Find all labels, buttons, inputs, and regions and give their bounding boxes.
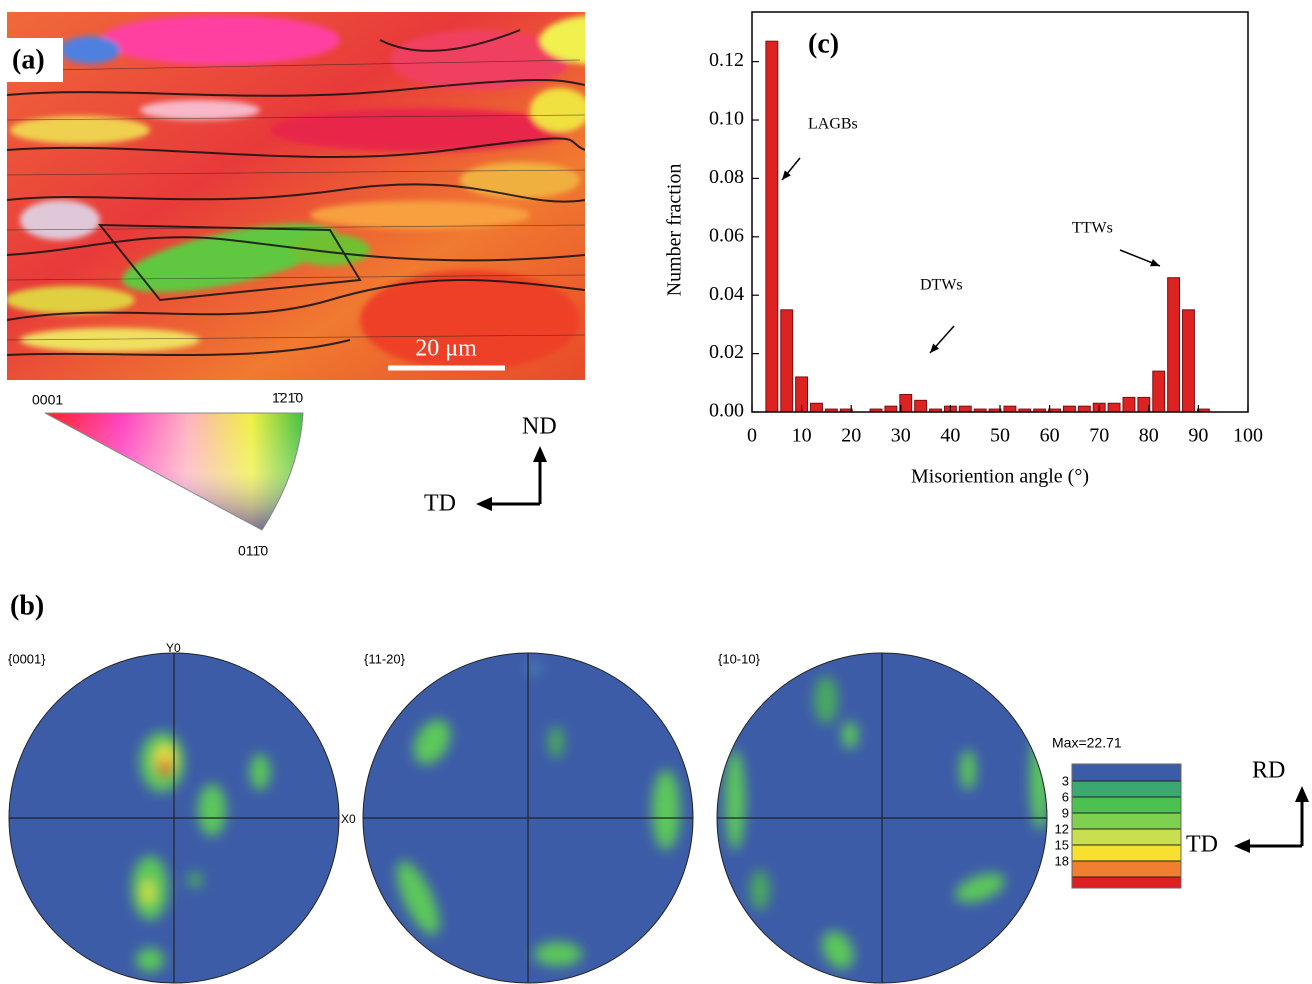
bar: [1063, 406, 1075, 412]
scale-level: 12: [1055, 821, 1069, 836]
bar: [900, 394, 912, 412]
pole-figure-title: {0001}: [8, 651, 46, 666]
annotation: TTWs: [1072, 220, 1113, 237]
axes-indicator: [476, 446, 547, 511]
scale-level: 3: [1062, 773, 1069, 788]
bar: [781, 310, 793, 412]
axis-direction: RD: [1252, 758, 1285, 784]
bar: [1108, 403, 1120, 412]
pole-figure-title: {11-20}: [364, 651, 406, 666]
pole-figure: [360, 650, 710, 984]
axis-direction: TD: [424, 491, 456, 517]
x-tick-label: 80: [1139, 425, 1159, 447]
scale-max: Max=22.71: [1052, 735, 1122, 751]
axis-label: X0: [341, 812, 356, 826]
bar: [1183, 310, 1195, 412]
scale-level: 18: [1055, 853, 1069, 868]
y-axis-title: Number fraction: [664, 164, 686, 297]
histogram: 0 10 20 30 40 50 60 70 80 90 100 0.00 0.02 0.04 0.06 0.…: [664, 12, 1263, 488]
annotation: LAGBs: [808, 116, 858, 133]
x-axis-title: Misoriention angle (°): [911, 466, 1089, 488]
bar: [915, 400, 927, 412]
x-tick-label: 60: [1040, 425, 1060, 447]
key-label: 1̄21̄0: [272, 390, 303, 406]
figure: (a) 20 μm 0001 1̄21̄0 011̄0 ND TD (b) {0…: [0, 0, 1312, 984]
x-tick-label: 30: [891, 425, 911, 447]
bar: [1168, 278, 1180, 412]
y-tick-label: 0.00: [709, 400, 744, 422]
y-tick-label: 0.10: [709, 108, 744, 130]
y-tick-label: 0.12: [709, 49, 744, 71]
pole-figure-title: {10-10}: [718, 651, 761, 666]
annotation: DTWs: [920, 277, 963, 294]
y-tick-label: 0.02: [709, 341, 744, 363]
pole-figure: [0, 650, 350, 984]
x-tick-label: 70: [1089, 425, 1109, 447]
panel-label: (a): [12, 44, 45, 75]
scale-level: 9: [1062, 805, 1069, 820]
x-tick-label: 40: [940, 425, 960, 447]
y-tick-label: 0.04: [709, 283, 744, 305]
ebsd-map: [5, 12, 660, 380]
bar: [811, 403, 823, 412]
axes-indicator: [1234, 786, 1309, 853]
bar: [959, 406, 971, 412]
ipf-key: [45, 413, 303, 530]
x-tick-label: 10: [792, 425, 812, 447]
scale-bar: [1072, 764, 1181, 888]
scale-level: 6: [1062, 789, 1069, 804]
bar: [766, 41, 778, 412]
bar: [1078, 406, 1090, 412]
x-tick-label: 0: [747, 425, 757, 447]
bar: [1004, 406, 1016, 412]
x-tick-label: 90: [1188, 425, 1208, 447]
x-tick-label: 50: [990, 425, 1010, 447]
y-tick-label: 0.06: [709, 224, 744, 246]
scale-bar-label: 20 μm: [415, 336, 477, 362]
x-tick-label: 20: [841, 425, 861, 447]
scale-level: 15: [1055, 837, 1069, 852]
bar: [885, 406, 897, 412]
axis-direction: ND: [522, 414, 557, 440]
panel-label: (c): [808, 28, 839, 59]
axis-direction: TD: [1186, 832, 1218, 858]
key-label: 011̄0: [238, 543, 268, 559]
x-tick-label: 100: [1233, 425, 1263, 447]
annotation-arrowhead: [1150, 259, 1160, 266]
bar: [1153, 371, 1165, 412]
bar: [1123, 397, 1135, 412]
bar: [1138, 397, 1150, 412]
panel-label: (b): [10, 590, 44, 621]
key-label: 0001: [32, 392, 63, 408]
pole-figure: [710, 650, 1060, 984]
y-tick-label: 0.08: [709, 166, 744, 188]
